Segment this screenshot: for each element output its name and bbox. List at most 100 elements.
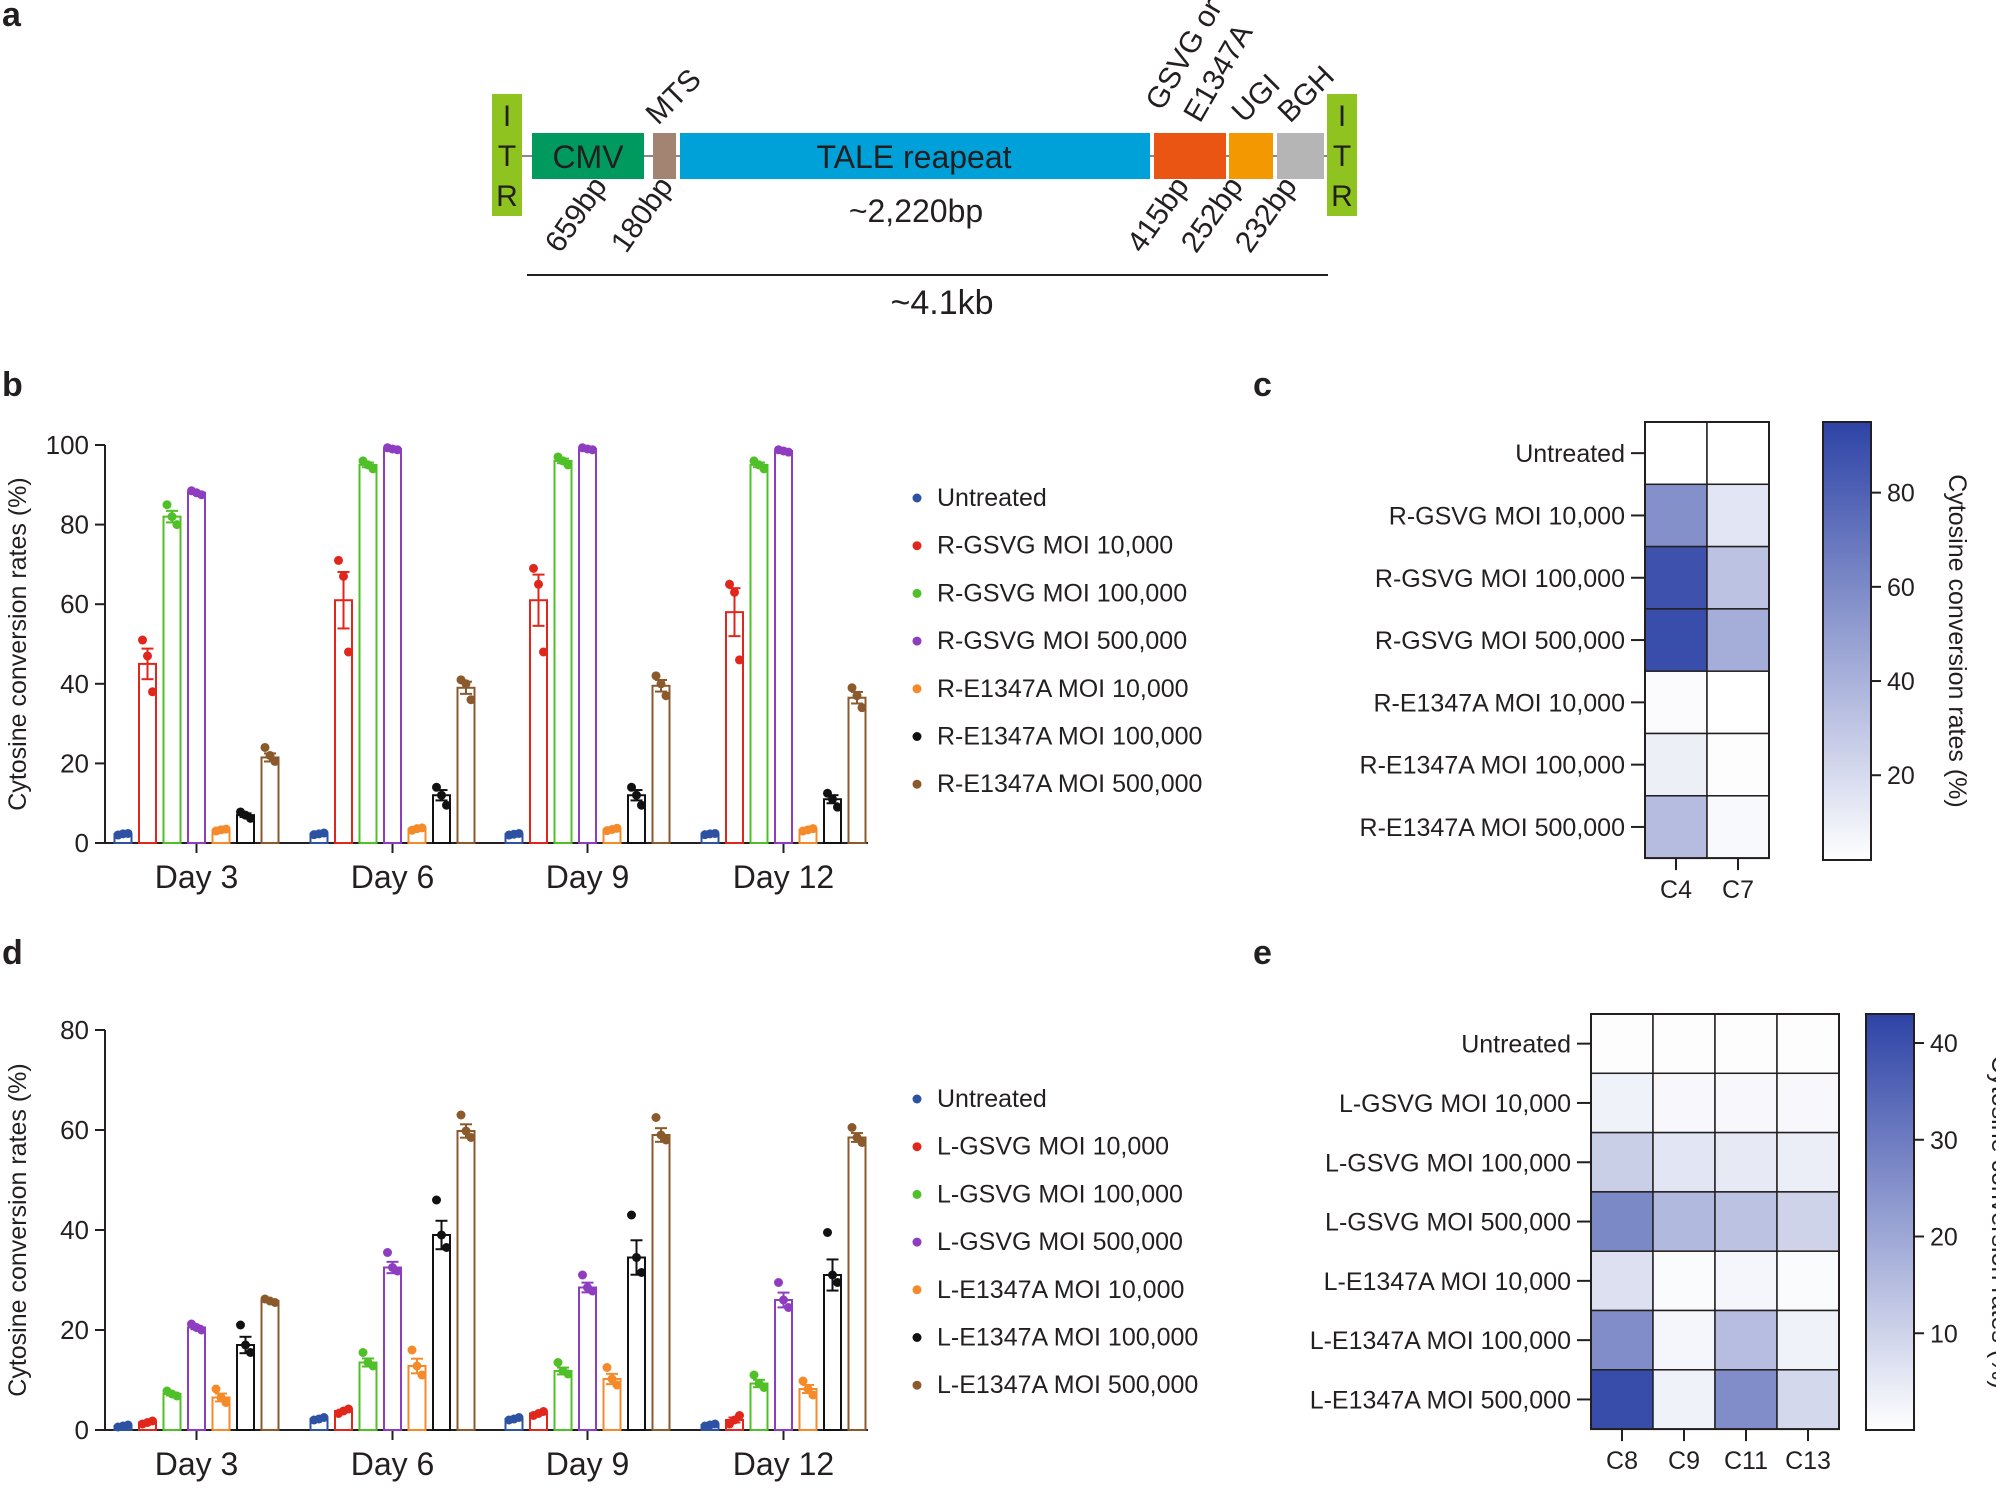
- bar: [236, 1344, 255, 1431]
- col-label: C13: [1785, 1447, 1831, 1475]
- colorbar: [1822, 421, 1872, 861]
- legend-label: R-E1347A MOI 10,000: [937, 675, 1189, 703]
- heatmap-cell: [1776, 1072, 1840, 1134]
- legend-label: Untreated: [937, 1085, 1047, 1113]
- data-point: [759, 1383, 769, 1392]
- heatmap-cell: [1644, 421, 1708, 486]
- tale-segment: [680, 133, 1150, 179]
- data-point: [823, 788, 832, 798]
- bgh-segment: [1277, 133, 1324, 179]
- heatmap-cell: [1590, 1369, 1654, 1430]
- colorbar-tick-label: 20: [1887, 762, 1915, 790]
- itr-right-letter-i: I: [1338, 100, 1346, 133]
- bar: [651, 1134, 671, 1431]
- data-point: [710, 1419, 720, 1429]
- y-tick-label: 0: [75, 828, 89, 858]
- x-category-label: Day 6: [351, 1446, 435, 1482]
- data-point: [588, 445, 597, 455]
- data-point: [344, 647, 353, 657]
- legend-label: R-GSVG MOI 10,000: [937, 532, 1173, 560]
- data-point: [246, 813, 255, 823]
- x-category-label: Day 9: [546, 1446, 630, 1482]
- heatmap-cell: [1706, 608, 1770, 672]
- col-label: C4: [1660, 876, 1692, 904]
- data-point: [534, 579, 543, 589]
- bar: [847, 1136, 867, 1431]
- bar: [187, 491, 206, 844]
- data-point: [749, 1370, 759, 1380]
- y-tick-label: 100: [46, 430, 89, 460]
- data-point: [456, 1110, 466, 1120]
- data-point: [529, 563, 538, 573]
- row-label: L-E1347A MOI 10,000: [1324, 1268, 1571, 1296]
- legend-label: L-GSVG MOI 500,000: [937, 1228, 1183, 1256]
- col-label: C8: [1606, 1447, 1638, 1475]
- data-point: [588, 1286, 597, 1296]
- heatmap-cell: [1644, 483, 1708, 548]
- heatmap-cell: [1644, 670, 1708, 735]
- legend-marker: [912, 732, 922, 741]
- bar: [358, 1361, 378, 1431]
- data-point: [784, 1303, 793, 1312]
- col-label: C9: [1668, 1447, 1700, 1475]
- data-point: [627, 1210, 636, 1220]
- data-point: [730, 587, 739, 597]
- bar: [260, 756, 280, 844]
- x-category-label: Day 3: [155, 859, 239, 895]
- legend-label: R-GSVG MOI 100,000: [937, 579, 1187, 607]
- heatmap-cell: [1776, 1309, 1840, 1371]
- data-point: [637, 1268, 646, 1277]
- data-point: [383, 1248, 392, 1257]
- heatmap-cell: [1590, 1013, 1654, 1075]
- panel-label-e: e: [1253, 934, 1272, 972]
- gsvg-segment: [1154, 133, 1226, 179]
- bar: [383, 447, 402, 844]
- legend-label: L-E1347A MOI 100,000: [937, 1324, 1198, 1352]
- colorbar-tick-label: 20: [1930, 1224, 1958, 1252]
- data-point: [637, 800, 646, 810]
- tale-label: TALE reapeat: [816, 139, 1011, 175]
- data-point: [368, 464, 378, 474]
- data-point: [514, 1413, 524, 1422]
- data-point: [847, 683, 857, 693]
- data-point: [221, 824, 231, 834]
- bar: [187, 1326, 206, 1431]
- legend-label: L-GSVG MOI 10,000: [937, 1133, 1169, 1161]
- legend-label: L-E1347A MOI 10,000: [937, 1276, 1184, 1304]
- legend-marker: [912, 636, 922, 646]
- mts-size-label: 180bp: [605, 171, 680, 258]
- data-point: [808, 1390, 818, 1400]
- heatmap-cell: [1644, 795, 1708, 859]
- legend-label: L-E1347A MOI 500,000: [937, 1371, 1198, 1399]
- data-point: [725, 579, 734, 589]
- data-point: [612, 823, 622, 833]
- y-tick-label: 20: [60, 748, 89, 778]
- row-label: R-E1347A MOI 500,000: [1360, 814, 1625, 842]
- colorbar: [1865, 1013, 1915, 1431]
- ugi-segment: [1229, 133, 1273, 179]
- heatmap-cell: [1706, 483, 1770, 548]
- data-point: [651, 1113, 661, 1122]
- data-point: [432, 782, 441, 792]
- heatmap-cell: [1652, 1309, 1716, 1371]
- y-axis-title: Cytosine conversion rates (%): [4, 477, 32, 810]
- data-point: [857, 1138, 867, 1147]
- data-point: [221, 1398, 231, 1407]
- data-point: [339, 571, 348, 581]
- x-category-label: Day 9: [546, 859, 630, 895]
- heatmap-cell: [1706, 545, 1770, 610]
- data-point: [417, 1370, 427, 1380]
- data-point: [412, 1361, 422, 1371]
- data-point: [828, 1270, 837, 1280]
- heatmap-cell: [1652, 1131, 1716, 1193]
- y-tick-label: 40: [60, 1215, 89, 1245]
- data-point: [148, 1416, 157, 1426]
- legend-marker: [912, 1333, 922, 1342]
- data-point: [779, 1295, 788, 1305]
- bar: [823, 1274, 842, 1431]
- bar: [749, 463, 769, 844]
- row-label: L-GSVG MOI 100,000: [1325, 1149, 1571, 1177]
- heatmap-cell: [1776, 1013, 1840, 1075]
- bar: [578, 447, 597, 844]
